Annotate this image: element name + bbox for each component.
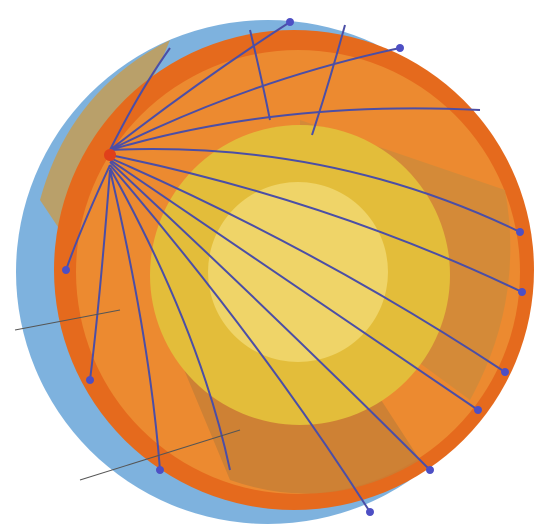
station	[286, 18, 294, 26]
stations	[62, 18, 526, 516]
station	[62, 266, 70, 274]
ray	[249, 29, 271, 121]
seismic-rays	[65, 21, 523, 513]
ray	[109, 159, 479, 411]
focus	[104, 149, 116, 161]
station	[396, 44, 404, 52]
guide-line	[14, 309, 121, 331]
station	[518, 288, 526, 296]
station	[366, 508, 374, 516]
ray	[109, 154, 523, 293]
station	[86, 376, 94, 384]
guide-line	[79, 429, 241, 481]
ray	[109, 148, 521, 233]
station	[426, 466, 434, 474]
ray	[109, 47, 171, 151]
ray	[109, 107, 481, 151]
station	[474, 406, 482, 414]
ray	[109, 47, 401, 151]
station	[501, 368, 509, 376]
inner-core	[208, 182, 388, 362]
ray	[109, 161, 431, 471]
ray	[311, 24, 346, 136]
station	[156, 466, 164, 474]
ray	[109, 164, 371, 513]
ray	[109, 167, 231, 471]
ray	[109, 21, 291, 151]
ray	[89, 169, 111, 381]
ray	[65, 164, 111, 271]
station	[516, 228, 524, 236]
ray	[109, 157, 506, 373]
ray	[109, 169, 161, 471]
